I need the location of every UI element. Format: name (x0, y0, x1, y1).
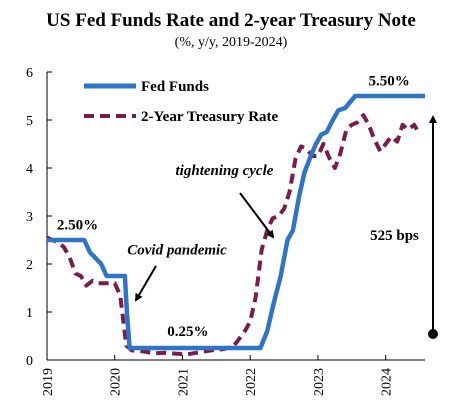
series-line-2-year-treasury-rate (46, 113, 422, 357)
bps-range-start-dot (428, 329, 438, 339)
y-tick-label-1: 1 (26, 306, 33, 321)
y-axis-ticks: 0 1 2 3 4 5 6 (26, 66, 52, 369)
annotation-layer: 2.50% 0.25% 5.50% 525 bps Covid pandemic tigh… (57, 73, 419, 340)
y-tick-label-5: 5 (26, 114, 33, 129)
series-line-fed-funds (47, 93, 425, 351)
y-tick-label-3: 3 (26, 210, 33, 225)
tightening-cycle-arrow (239, 192, 275, 239)
annotation-5-50: 5.50% (368, 73, 409, 89)
annotation-covid-pandemic: Covid pandemic (127, 242, 227, 258)
y-tick-label-2: 2 (26, 258, 33, 273)
annotation-525-bps: 525 bps (370, 228, 419, 244)
x-tick-label-2023: 2023 (312, 368, 327, 396)
x-tick-label-2024: 2024 (380, 368, 395, 396)
legend: Fed Funds 2-Year Treasury Rate (84, 79, 279, 125)
covid-pandemic-arrow (134, 265, 157, 302)
x-tick-label-2020: 2020 (109, 368, 124, 396)
annotation-0-25: 0.25% (167, 324, 208, 340)
legend-label-2-year-treasury: 2-Year Treasury Rate (141, 109, 279, 125)
chart-subtitle: (%, y/y, 2019-2024) (175, 35, 288, 50)
annotation-tightening-cycle: tightening cycle (176, 163, 274, 179)
series-layer (46, 93, 425, 357)
spacer (119, 210, 236, 212)
y-tick-label-4: 4 (26, 162, 33, 177)
y-tick-label-6: 6 (26, 66, 33, 81)
chart-title: US Fed Funds Rate and 2-year Treasury No… (46, 10, 416, 31)
x-tick-label-2019: 2019 (41, 368, 56, 396)
legend-label-fed-funds: Fed Funds (141, 79, 209, 95)
y-tick-label-0: 0 (26, 354, 33, 369)
x-axis-ticks: 2019 2020 2021 2022 2023 2024 (41, 355, 395, 396)
annotation-2-50: 2.50% (57, 217, 98, 233)
x-tick-label-2022: 2022 (244, 368, 259, 396)
x-tick-label-2021: 2021 (176, 368, 191, 396)
